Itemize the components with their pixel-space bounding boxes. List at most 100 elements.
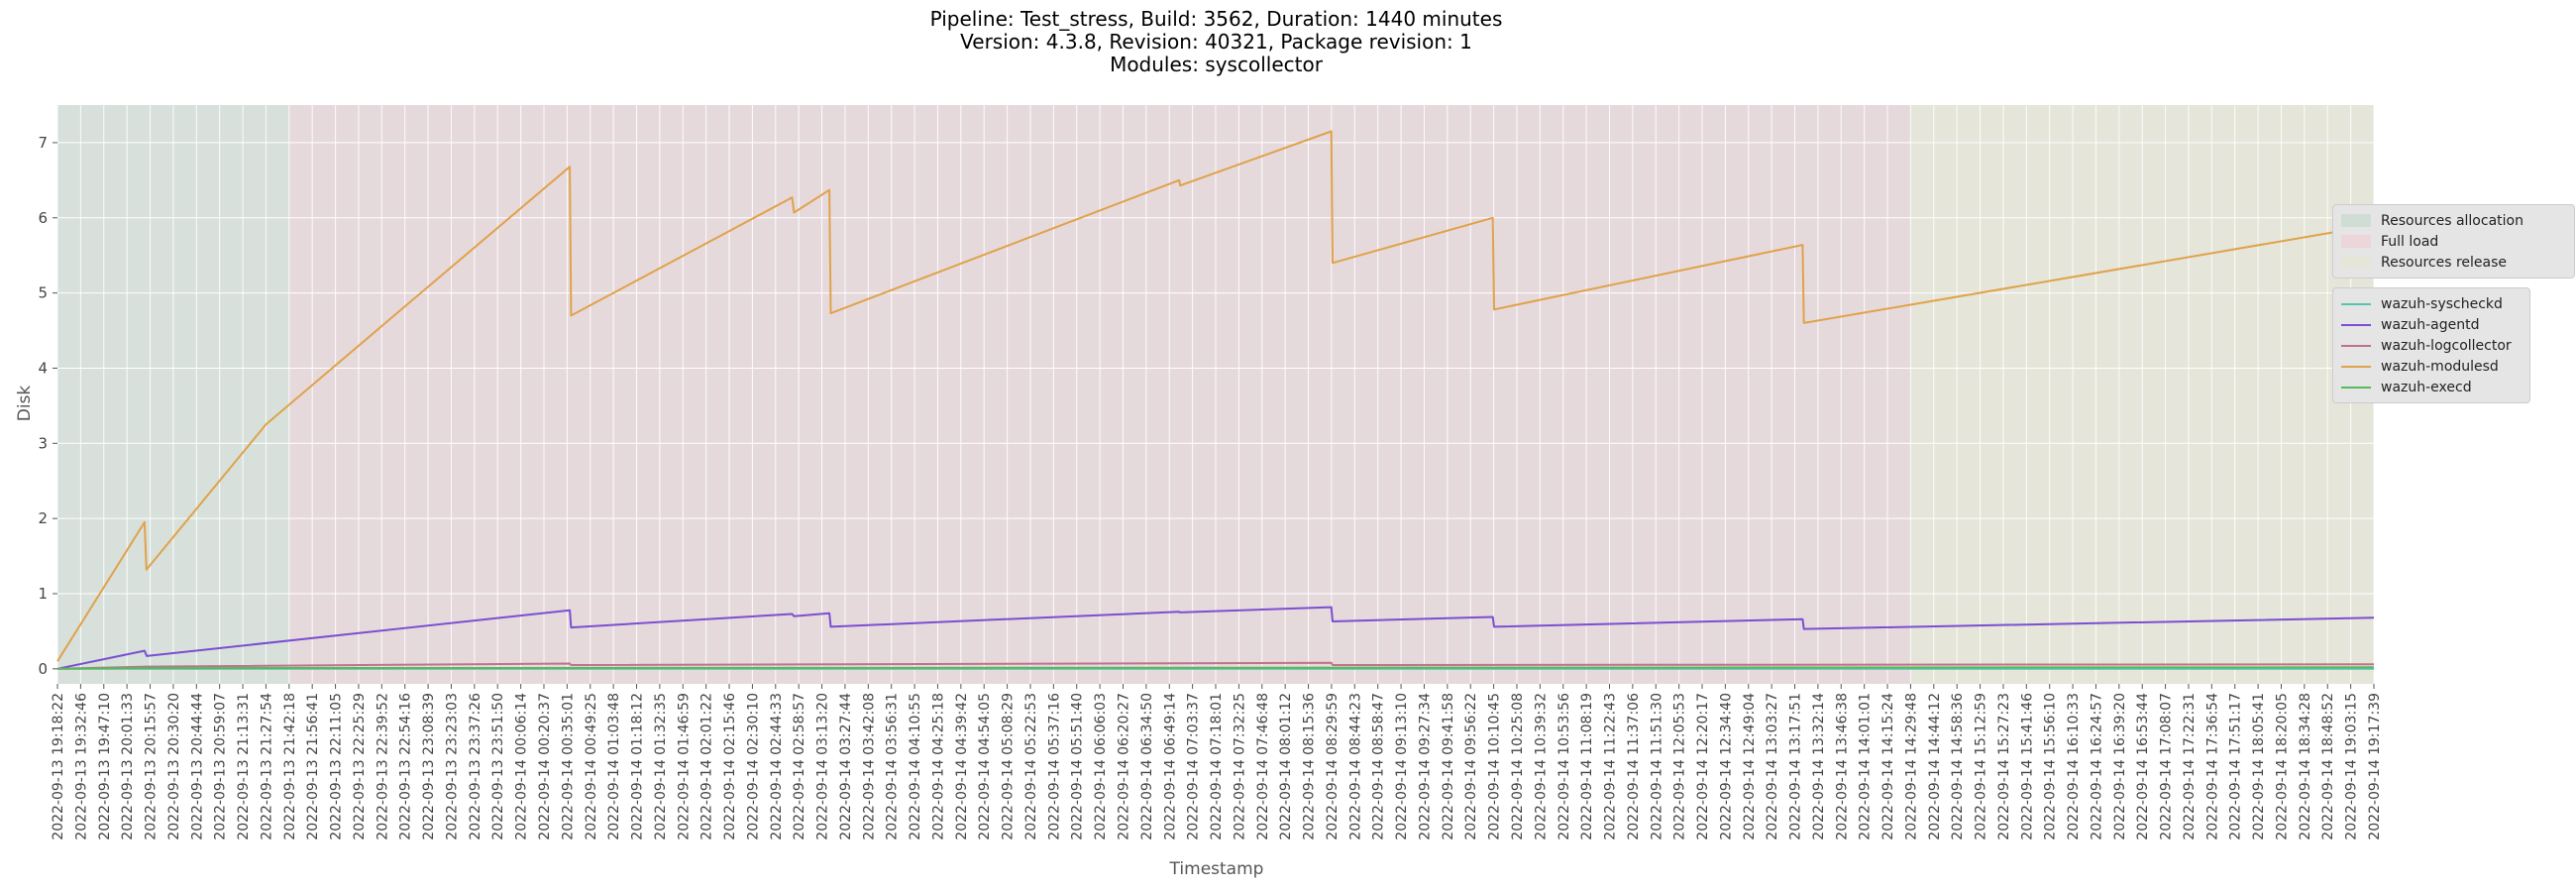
title-line-3: Modules: syscollector	[1110, 53, 1323, 76]
phase-legend: Resources allocation Full load Resources…	[2332, 204, 2575, 279]
x-tick-label: 2022-09-14 07:18:01	[1209, 693, 1225, 840]
y-tick-label: 7	[38, 134, 48, 152]
series-legend-item: wazuh-agentd	[2341, 314, 2522, 335]
x-tick-label: 2022-09-14 13:17:51	[1788, 693, 1804, 840]
x-tick-label: 2022-09-14 19:03:15	[2344, 693, 2360, 840]
x-tick-label: 2022-09-14 03:42:08	[861, 693, 877, 840]
x-tick-label: 2022-09-13 20:15:57	[144, 693, 160, 840]
y-tick-label: 2	[38, 509, 48, 527]
x-tick-label: 2022-09-14 08:01:12	[1278, 693, 1294, 840]
x-tick-label: 2022-09-14 11:22:43	[1603, 693, 1619, 840]
series-lines	[56, 130, 2375, 670]
x-tick-label: 2022-09-13 22:11:05	[329, 693, 345, 840]
x-tick-label: 2022-09-14 02:30:10	[745, 693, 761, 840]
x-tick-label: 2022-09-14 04:25:18	[930, 693, 946, 840]
x-tick-label: 2022-09-14 16:39:20	[2112, 693, 2128, 840]
x-tick-label: 2022-09-14 15:27:23	[1996, 693, 2012, 840]
x-tick-label: 2022-09-14 02:01:22	[699, 693, 715, 840]
x-tick-label: 2022-09-14 19:17:39	[2367, 693, 2383, 840]
x-tick-label: 2022-09-14 05:08:29	[1001, 693, 1017, 840]
phase-label-full-load: Full load	[2381, 233, 2439, 250]
x-tick-label: 2022-09-14 16:10:33	[2066, 693, 2082, 840]
x-tick-label: 2022-09-14 14:58:36	[1950, 693, 1966, 840]
x-tick-label: 2022-09-14 06:49:14	[1162, 693, 1178, 840]
x-tick-label: 2022-09-14 17:08:07	[2159, 693, 2175, 840]
x-tick-label: 2022-09-14 08:44:23	[1347, 693, 1363, 840]
x-tick-label: 2022-09-14 08:15:36	[1302, 693, 1318, 840]
series-line-wazuh-agentd	[56, 606, 2375, 670]
x-tick-label: 2022-09-14 14:15:24	[1880, 693, 1896, 840]
x-tick-label: 2022-09-14 02:58:57	[792, 693, 807, 840]
x-tick-label: 2022-09-14 09:13:10	[1394, 693, 1410, 840]
x-tick-label: 2022-09-13 19:32:46	[73, 693, 89, 840]
x-tick-label: 2022-09-13 19:47:10	[97, 693, 113, 840]
x-tick-label: 2022-09-14 18:20:05	[2274, 693, 2290, 840]
x-tick-label: 2022-09-14 13:32:14	[1811, 693, 1827, 840]
x-tick-label: 2022-09-14 17:51:17	[2228, 693, 2244, 840]
x-tick-label: 2022-09-14 04:10:55	[908, 693, 923, 840]
x-tick-label: 2022-09-14 03:13:20	[815, 693, 831, 840]
x-tick-label: 2022-09-14 02:44:33	[769, 693, 785, 840]
grid-lines	[56, 105, 2375, 684]
x-tick-label: 2022-09-13 23:23:03	[444, 693, 460, 840]
x-tick-label: 2022-09-13 21:42:18	[282, 693, 298, 840]
x-tick-label: 2022-09-14 05:37:16	[1046, 693, 1062, 840]
y-tick-label: 5	[38, 284, 48, 302]
x-tick-label: 2022-09-14 15:41:46	[2019, 693, 2035, 840]
series-legend-swatch	[2341, 365, 2371, 368]
y-tick-label: 4	[38, 359, 48, 377]
x-tick-label: 2022-09-14 11:37:06	[1626, 693, 1642, 840]
series-legend: wazuh-syscheckd wazuh-agentd wazuh-logcoll…	[2332, 287, 2530, 403]
series-legend-item: wazuh-logcollector	[2341, 335, 2522, 356]
series-line-wazuh-logcollector	[56, 661, 2375, 670]
x-tick-label: 2022-09-14 14:29:48	[1903, 693, 1919, 840]
x-tick-label: 2022-09-14 01:03:48	[606, 693, 622, 840]
x-tick-label: 2022-09-14 13:46:38	[1834, 693, 1850, 840]
x-tick-label: 2022-09-13 20:30:20	[166, 693, 182, 840]
series-legend-item: wazuh-execd	[2341, 377, 2522, 397]
x-tick-label: 2022-09-13 22:25:29	[352, 693, 368, 840]
x-axis-label: Timestamp	[1169, 859, 1264, 879]
x-tick-label: 2022-09-14 12:05:53	[1672, 693, 1688, 840]
x-tick-label: 2022-09-14 12:20:17	[1695, 693, 1711, 840]
x-tick-label: 2022-09-14 09:27:34	[1417, 693, 1433, 840]
series-legend-label: wazuh-syscheckd	[2381, 295, 2503, 312]
x-tick-label: 2022-09-14 15:12:59	[1974, 693, 1989, 840]
x-tick-label: 2022-09-14 06:34:50	[1139, 693, 1155, 840]
phase-label-release: Resources release	[2381, 254, 2507, 271]
x-tick-label: 2022-09-14 08:29:59	[1325, 693, 1341, 840]
x-tick-label: 2022-09-13 21:13:31	[236, 693, 252, 840]
x-tick-label: 2022-09-14 02:15:46	[722, 693, 738, 840]
x-tick-label: 2022-09-14 01:32:35	[653, 693, 669, 840]
x-tick-label: 2022-09-13 20:44:44	[189, 693, 205, 840]
phase-legend-item: Resources allocation	[2341, 210, 2566, 231]
x-tick-label: 2022-09-14 10:53:56	[1556, 693, 1572, 840]
x-tick-label: 2022-09-14 08:58:47	[1371, 693, 1387, 840]
x-tick-label: 2022-09-14 18:48:52	[2320, 693, 2336, 840]
y-axis-ticks: 0 1 2 3 4 5 6 7	[38, 134, 57, 678]
y-tick-label: 1	[38, 585, 48, 603]
x-tick-label: 2022-09-14 18:34:28	[2298, 693, 2313, 840]
x-tick-label: 2022-09-14 12:34:40	[1718, 693, 1734, 840]
x-tick-label: 2022-09-13 23:08:39	[421, 693, 437, 840]
title-line-1: Pipeline: Test_stress, Build: 3562, Dura…	[929, 7, 1503, 31]
x-tick-label: 2022-09-13 21:56:41	[305, 693, 321, 840]
x-tick-label: 2022-09-14 10:25:08	[1510, 693, 1526, 840]
x-tick-label: 2022-09-14 00:06:14	[514, 693, 530, 840]
phase-label-allocation: Resources allocation	[2381, 212, 2523, 229]
x-tick-label: 2022-09-14 03:56:31	[885, 693, 901, 840]
x-tick-label: 2022-09-13 20:01:33	[120, 693, 136, 840]
x-tick-label: 2022-09-14 10:39:32	[1533, 693, 1549, 840]
series-legend-item: wazuh-syscheckd	[2341, 293, 2522, 314]
x-tick-label: 2022-09-14 00:49:25	[584, 693, 599, 840]
series-legend-label: wazuh-logcollector	[2381, 337, 2512, 354]
x-tick-label: 2022-09-13 19:18:22	[51, 693, 66, 840]
x-tick-label: 2022-09-13 22:39:52	[375, 693, 390, 840]
x-tick-label: 2022-09-14 13:03:27	[1765, 693, 1780, 840]
x-axis-ticks: 2022-09-13 19:18:22 2022-09-13 19:32:46 20…	[51, 684, 2383, 840]
series-line-wazuh-execd	[56, 666, 2375, 670]
x-tick-label: 2022-09-14 01:46:59	[676, 693, 692, 840]
series-legend-swatch	[2341, 344, 2371, 347]
x-tick-label: 2022-09-14 06:20:27	[1117, 693, 1132, 840]
title-line-2: Version: 4.3.8, Revision: 40321, Package…	[960, 30, 1472, 54]
